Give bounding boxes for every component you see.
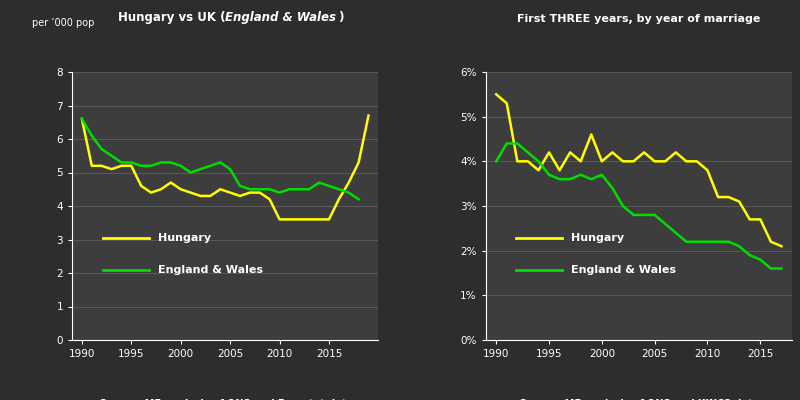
- Text: ): ): [335, 11, 345, 24]
- Text: Hungary: Hungary: [571, 233, 625, 243]
- Text: Source: MF analysis of ONS and Eurostat data: Source: MF analysis of ONS and Eurostat …: [98, 399, 352, 400]
- Text: England & Wales: England & Wales: [158, 265, 262, 275]
- Text: Source: MF analysis of ONS and KINCS data: Source: MF analysis of ONS and KINCS dat…: [519, 399, 758, 400]
- Text: per ’000 pop: per ’000 pop: [32, 18, 94, 28]
- Text: England & Wales: England & Wales: [571, 265, 677, 275]
- Text: Hungary vs UK (: Hungary vs UK (: [118, 11, 225, 24]
- Text: England & Wales: England & Wales: [225, 11, 336, 24]
- Text: First THREE years, by year of marriage: First THREE years, by year of marriage: [517, 14, 761, 24]
- Text: Hungary: Hungary: [158, 233, 211, 243]
